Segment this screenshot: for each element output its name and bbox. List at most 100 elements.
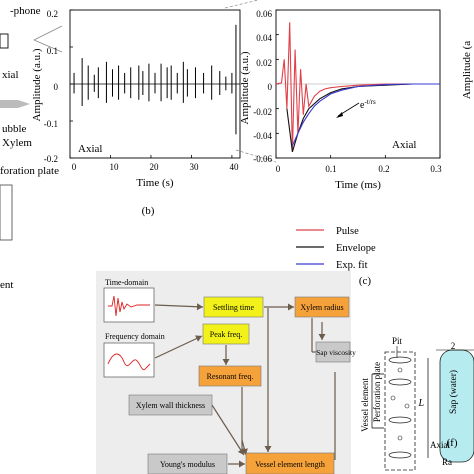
y-tick-label: 0.2: [47, 9, 58, 19]
resonant-freq-box: [198, 365, 262, 387]
y-tick-label: 0.02: [256, 58, 272, 68]
frequency-spectrum: [107, 353, 151, 371]
panel-f: Pit Perforation plate Vessel element L S…: [360, 336, 474, 471]
time-domain-waveform: [108, 295, 150, 317]
cropped-axis-label: Amplitude (a: [461, 41, 473, 99]
panel-caption: (c): [359, 275, 372, 287]
bubble-tip: [18, 100, 30, 108]
y-tick-label: -0.04: [253, 131, 272, 141]
legend-label-fit: Exp. fit: [336, 260, 368, 271]
arrow-head: [239, 460, 245, 468]
x-tick-label: 0.3: [430, 164, 442, 174]
arrow-head: [264, 446, 272, 452]
panel-caption: (b): [142, 205, 155, 217]
y-tick-label: -0.06: [253, 154, 272, 164]
flow-arrows: [154, 303, 336, 468]
radial-label: Ra: [442, 457, 452, 467]
pit-circle: [397, 435, 403, 441]
frequency-domain-label: Frequency domain: [105, 332, 165, 341]
arrow-head: [196, 303, 203, 311]
legend: Pulse Envelope Exp. fit: [296, 226, 376, 271]
arrow-head: [288, 303, 294, 311]
left-schematic: -phone xial ubble Xylem foration plate e…: [0, 5, 63, 291]
y-tick-label: 0.06: [256, 9, 272, 19]
panel-b: 0.2 0.1 0 -0.1 -0.2 0 10 20 30 40 Time (…: [31, 0, 277, 217]
y-tick-label: 0: [54, 82, 59, 92]
sap-viscosity-box: [315, 341, 351, 363]
x-tick-label: 20: [150, 162, 160, 172]
xylem-wall-thickness-label: Xylem wall thickness: [136, 401, 205, 410]
vessel-element-length-label: Vessel element length: [255, 460, 325, 469]
flow-arrow: [211, 404, 245, 456]
pit-circle: [390, 395, 396, 401]
zoom-line: [224, 0, 260, 9]
envelope-line: [286, 83, 440, 152]
pulse-line: [275, 22, 440, 152]
panel-caption: (f): [447, 437, 458, 449]
perforation-ring: [388, 356, 412, 364]
peak-freq-box: [202, 323, 250, 345]
axial-annotation: Axial: [392, 139, 416, 151]
youngs-modulus-box: [147, 453, 228, 474]
flow-arrow: [154, 335, 203, 359]
exp-fit-line: [291, 83, 440, 146]
x-tick-label: 40: [230, 162, 240, 172]
x-tick-label: 0: [72, 162, 77, 172]
diameter-number: 2: [451, 341, 456, 351]
legend-label-pulse: Pulse: [336, 226, 359, 237]
legend-label-envelope: Envelope: [336, 243, 376, 254]
xylem-radius-box: [294, 296, 350, 318]
bubble-label: ubble: [2, 123, 27, 135]
perforation-plate-label: Perforation plate: [372, 362, 382, 422]
axial-label: xial: [2, 69, 19, 81]
peak-freq-label: Peak freq.: [210, 330, 242, 339]
y-axis-label: Amplitude (a.u.): [31, 48, 43, 121]
vessel-element-length-box: [245, 452, 335, 474]
flowchart: Time-domain Frequency domain Settling ti…: [96, 271, 356, 474]
frequency-domain-thumbnail: [103, 342, 155, 378]
perforation-ring: [388, 378, 412, 386]
perforation-ring: [388, 451, 412, 459]
envelope-exponent: -t/rs: [364, 98, 376, 106]
x-tick-label: 0.2: [378, 164, 389, 174]
y-tick-label: -0.02: [253, 107, 272, 117]
zoom-line-2: [33, 39, 63, 53]
flow-arrow: [154, 304, 204, 308]
arrow-head: [222, 359, 230, 365]
panel-c: 0.06 0.04 0.02 0 -0.02 -0.04 -0.06 0 0.1…: [239, 9, 442, 287]
pit-circle: [404, 403, 410, 409]
vessel-element-label: Vessel element: [360, 378, 370, 432]
x-tick-label: 30: [190, 162, 200, 172]
pulse-traces: [275, 22, 440, 152]
envelope-formula: e-t/rs: [360, 98, 376, 111]
xylem-wall-thickness-box: [128, 394, 213, 416]
zoom-line: [33, 25, 63, 41]
y-axis-label: Amplitude (a.u.): [239, 51, 251, 124]
y-tick-label: 0: [268, 82, 273, 92]
arrow-head: [318, 334, 326, 340]
x-tick-label: 0.1: [325, 164, 336, 174]
sap-water-label: Sap (water): [448, 370, 459, 414]
axial-annotation: Axial: [78, 143, 102, 155]
x-tick-label: 0: [276, 164, 281, 174]
x-axis-label: Time (ms): [335, 179, 381, 191]
time-domain-label: Time-domain: [105, 278, 148, 287]
hydrophone-label: -phone: [10, 5, 41, 17]
arrow-head: [336, 112, 343, 118]
x-axis-label: Time (s): [136, 177, 174, 189]
x-tick-label: 10: [110, 162, 120, 172]
arrow-head: [237, 448, 244, 455]
xylem-label: Xylem: [2, 137, 32, 149]
xylem-vessel: [0, 184, 13, 241]
element-label: ent: [0, 279, 13, 291]
vessel-bracket: [371, 373, 384, 429]
perforation-ring: [388, 416, 412, 424]
zoom-line: [235, 149, 277, 163]
resonant-freq-label: Resonant freq.: [207, 372, 254, 381]
settling-time-label: Settling time: [213, 303, 255, 312]
bubble-shape: [0, 100, 18, 108]
axial-label: Axial: [430, 440, 450, 450]
vessel-outline: [384, 351, 416, 471]
y-tick-label: 0.1: [47, 46, 58, 56]
